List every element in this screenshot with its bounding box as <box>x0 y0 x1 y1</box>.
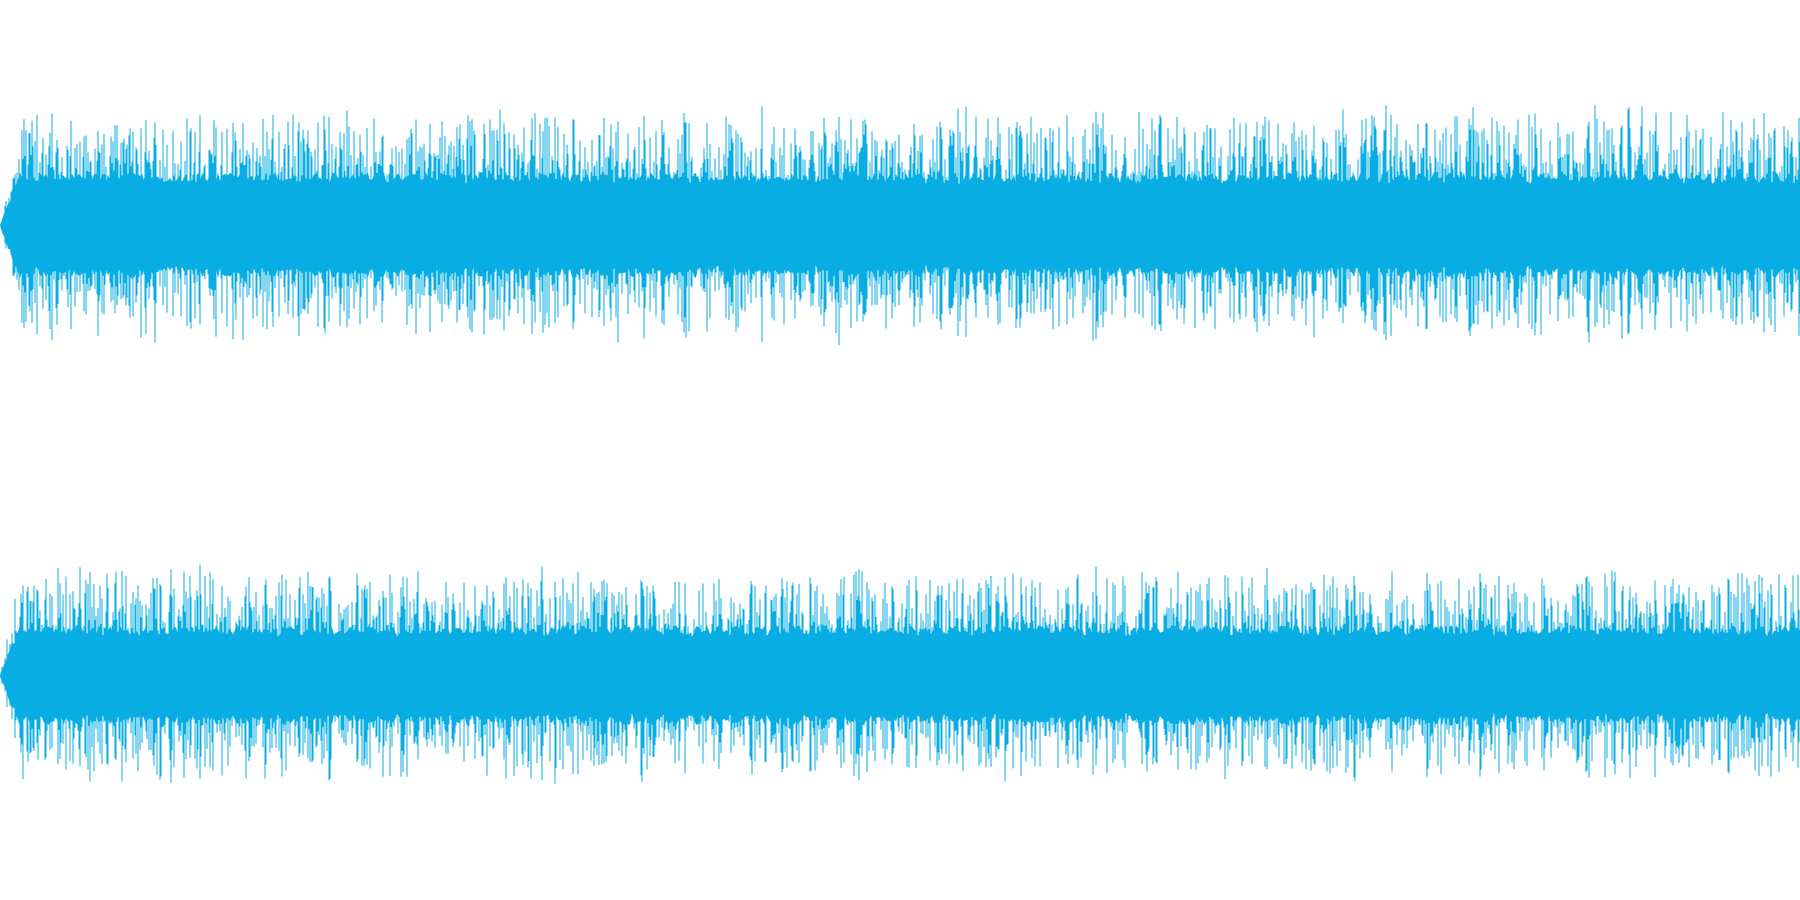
waveform-channel-2 <box>0 564 1800 784</box>
waveform-channel-1 <box>0 105 1800 345</box>
waveform-transients <box>0 105 1800 345</box>
waveform-transients <box>0 564 1800 784</box>
